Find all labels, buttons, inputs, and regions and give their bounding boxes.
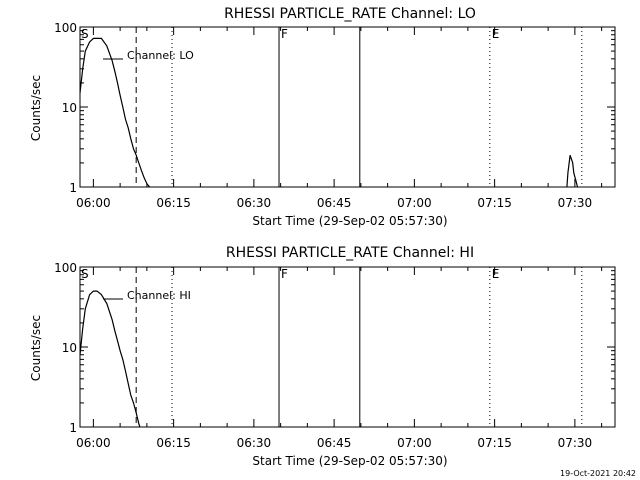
start-marker-label: S xyxy=(81,27,89,41)
x-tick-label: 06:30 xyxy=(237,436,272,450)
y-tick-label: 1 xyxy=(69,181,77,195)
y-axis-label: Counts/sec xyxy=(29,315,43,381)
x-tick-label: 07:00 xyxy=(397,196,432,210)
event-marker-label: F xyxy=(281,27,288,41)
x-axis-label: Start Time (29-Sep-02 05:57:30) xyxy=(252,214,447,228)
x-tick-label: 06:00 xyxy=(76,436,111,450)
y-tick-label: 10 xyxy=(62,341,77,355)
x-tick-label: 06:00 xyxy=(76,196,111,210)
x-axis-label: Start Time (29-Sep-02 05:57:30) xyxy=(252,454,447,468)
y-tick-label: 100 xyxy=(54,261,77,275)
x-tick-label: 06:15 xyxy=(156,436,191,450)
x-tick-label: 07:15 xyxy=(477,436,512,450)
chart-title: RHESSI PARTICLE_RATE Channel: HI xyxy=(226,245,474,261)
event-marker-label: E xyxy=(492,267,500,281)
x-tick-label: 07:30 xyxy=(558,436,593,450)
data-series-line xyxy=(79,37,151,188)
legend-label: Channel: HI xyxy=(127,289,191,302)
x-tick-label: 06:45 xyxy=(317,436,352,450)
x-tick-label: 07:15 xyxy=(477,196,512,210)
data-series-line xyxy=(79,290,141,428)
x-tick-label: 06:45 xyxy=(317,196,352,210)
x-tick-label: 06:15 xyxy=(156,196,191,210)
x-tick-label: 07:00 xyxy=(397,436,432,450)
footer-date: 19-Oct-2021 20:42 xyxy=(560,469,636,478)
x-tick-label: 06:30 xyxy=(237,196,272,210)
y-axis-label: Counts/sec xyxy=(29,75,43,141)
y-tick-label: 100 xyxy=(54,21,77,35)
y-tick-label: 10 xyxy=(62,101,77,115)
event-marker-label: E xyxy=(492,27,500,41)
y-tick-label: 1 xyxy=(69,421,77,435)
event-marker-label: F xyxy=(281,267,288,281)
x-tick-label: 07:30 xyxy=(558,196,593,210)
data-series-line xyxy=(566,155,579,188)
chart-panel-lo: RHESSI PARTICLE_RATE Channel: LO Start T… xyxy=(29,6,616,228)
start-marker-label: S xyxy=(81,267,89,281)
chart-title: RHESSI PARTICLE_RATE Channel: LO xyxy=(224,6,476,22)
legend-label: Channel: LO xyxy=(127,49,194,62)
chart-panel-hi: RHESSI PARTICLE_RATE Channel: HI Start T… xyxy=(29,245,616,468)
